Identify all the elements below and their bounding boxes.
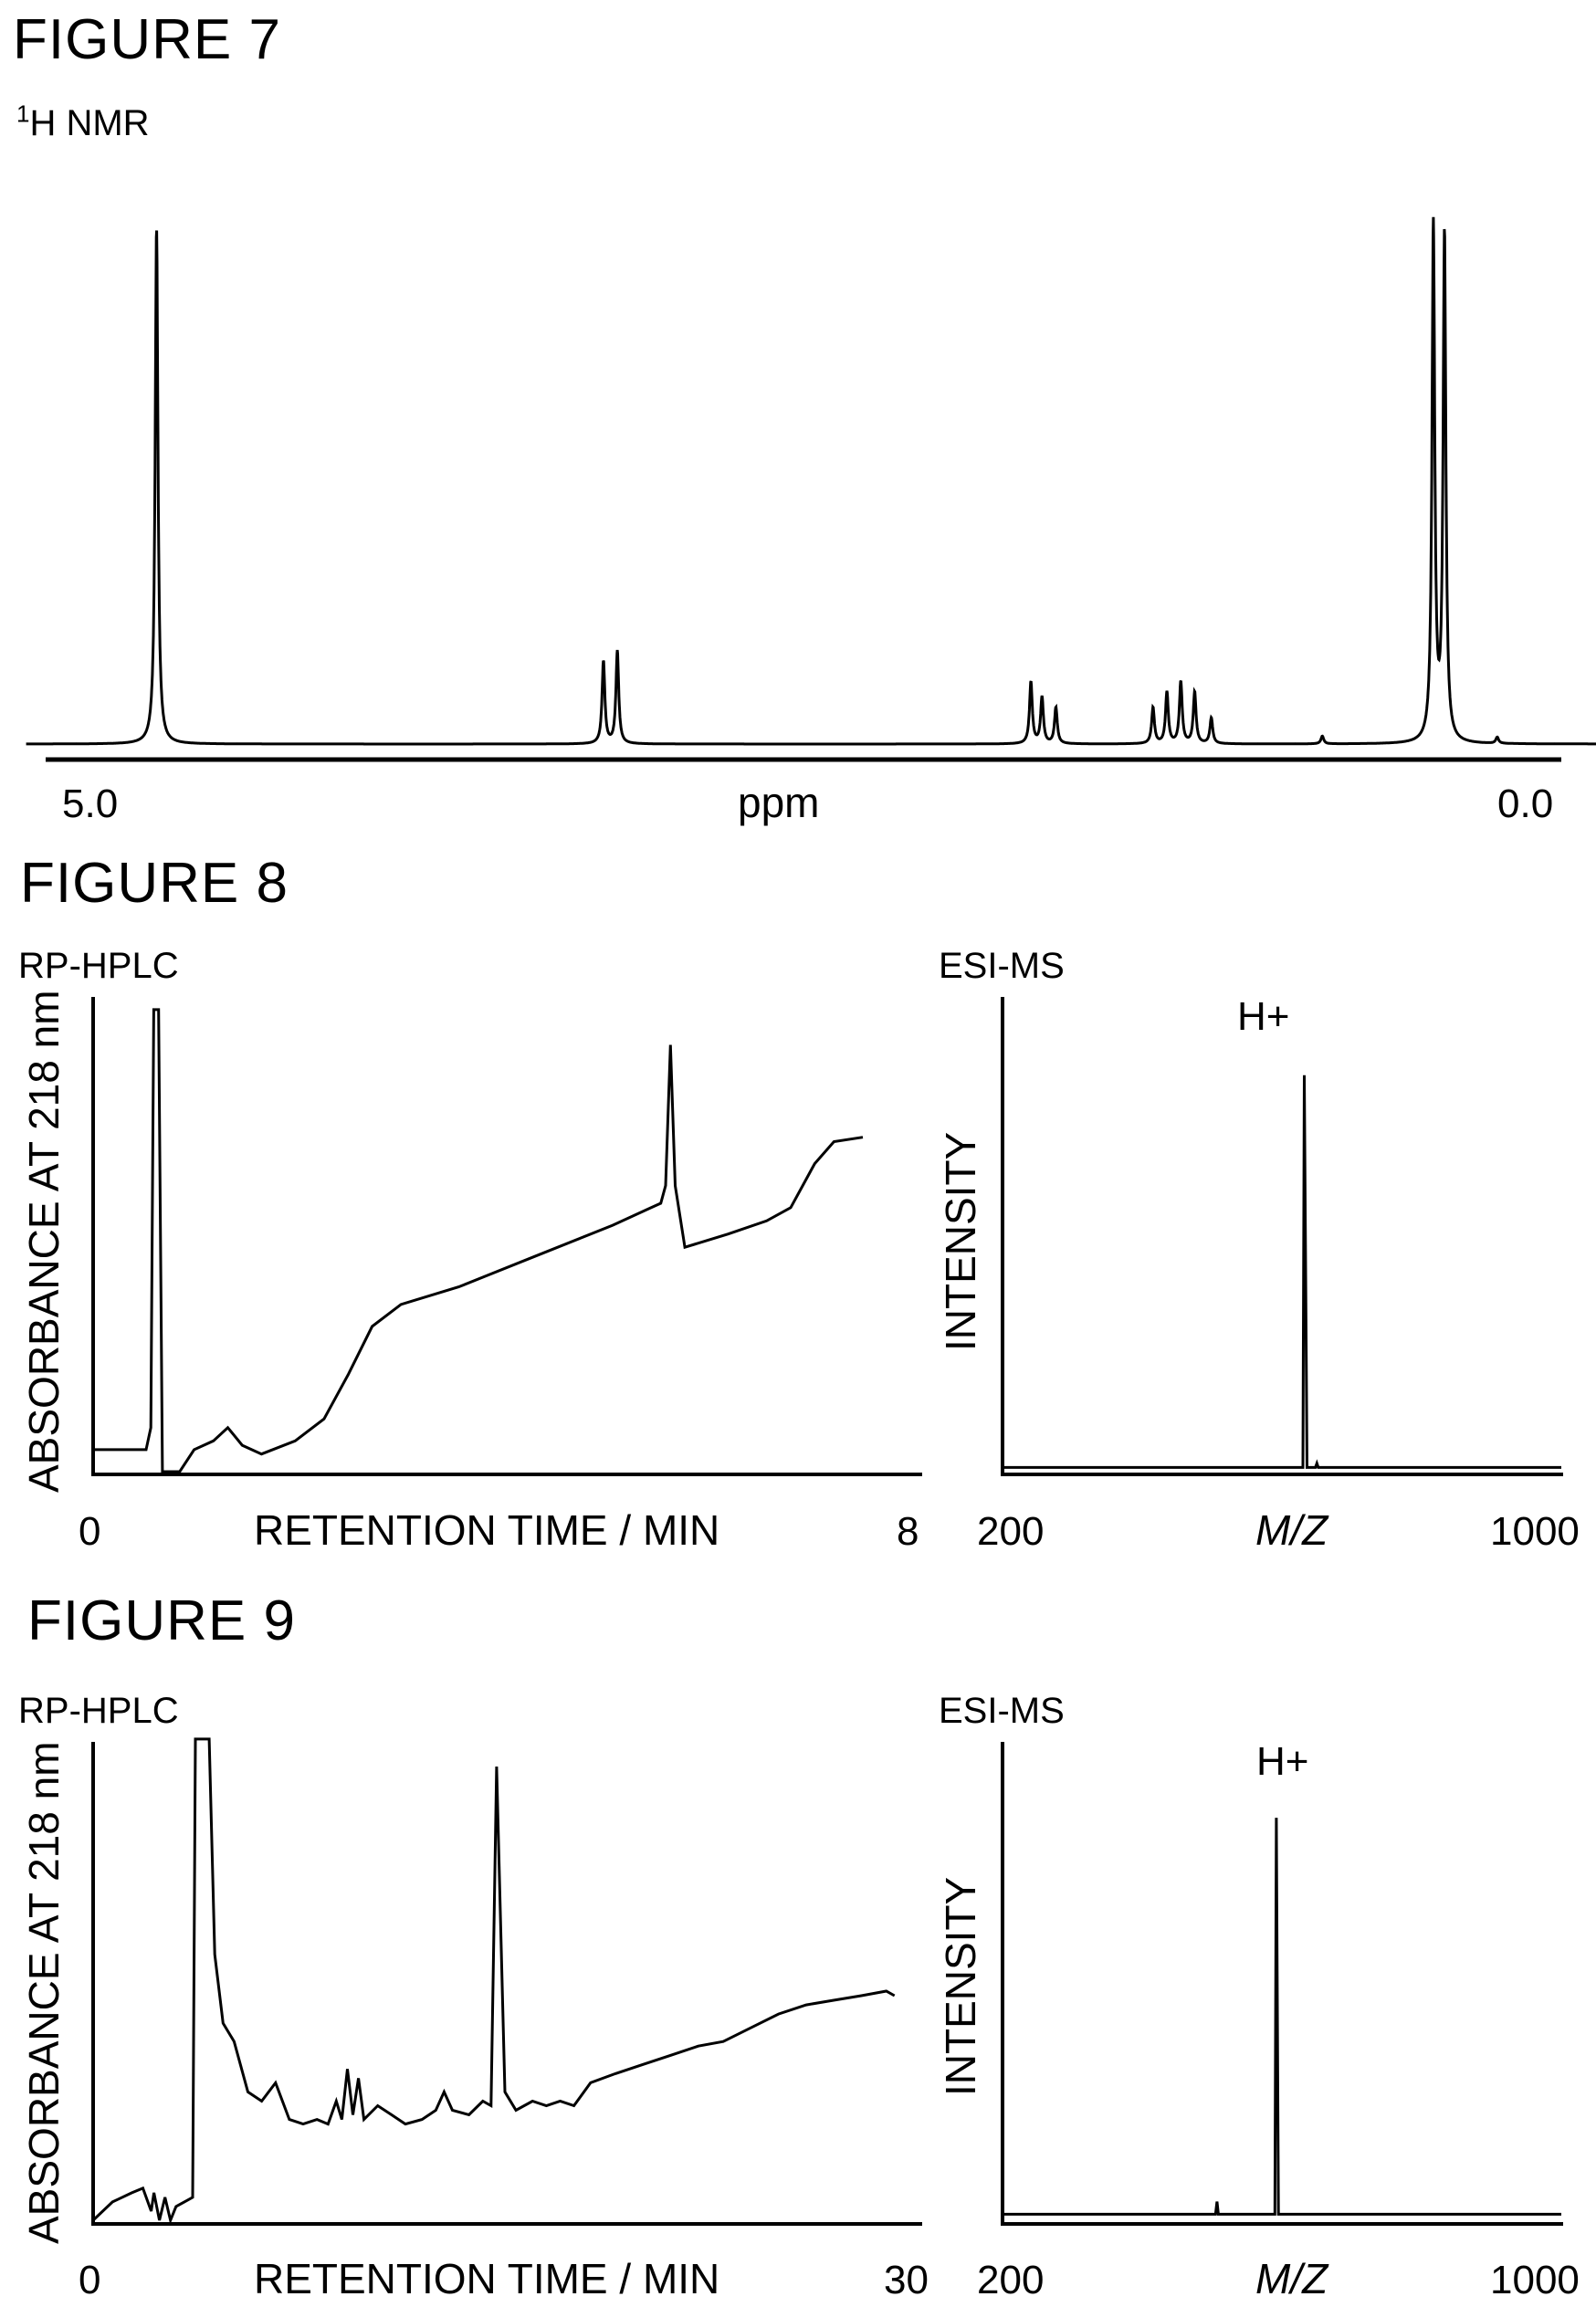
esi8-y-label: INTENSITY	[937, 1132, 984, 1351]
hplc9-title: RP-HPLC	[18, 1691, 179, 1731]
nmr-spectrum-line	[26, 216, 1596, 746]
esi9-h-plus-annotation: H+	[1256, 1739, 1308, 1784]
nmr-title-superscript: 1	[16, 100, 30, 128]
nmr-x-tick-left: 5.0	[62, 781, 118, 826]
figure-9-title: FIGURE 9	[27, 1589, 296, 1652]
hplc8-x-label: RETENTION TIME / MIN	[254, 1506, 719, 1554]
figure-7-title: FIGURE 7	[13, 8, 281, 71]
hplc9-chromatogram-line	[91, 1737, 896, 2225]
esi8-x-label: M/Z	[1255, 1506, 1329, 1554]
esi9-x-tick-left: 200	[977, 2258, 1044, 2302]
hplc9-y-label: ABSORBANCE AT 218 nm	[20, 1741, 68, 2244]
hplc8-title: RP-HPLC	[18, 946, 179, 986]
hplc8-chromatogram-line	[93, 1008, 864, 1473]
esi8-title: ESI-MS	[939, 946, 1065, 986]
hplc8-x-tick-left: 0	[79, 1509, 100, 1554]
esi9-y-label: INTENSITY	[937, 1877, 984, 2096]
hplc8-y-label: ABSORBANCE AT 218 nm	[20, 990, 68, 1493]
hplc9-x-tick-left: 0	[79, 2258, 100, 2302]
hplc8-x-tick-right: 8	[897, 1509, 919, 1554]
esi9-spectrum-line	[1003, 1818, 1561, 2216]
esi9-x-tick-right: 1000	[1490, 2258, 1580, 2302]
esi9-plot: INTENSITY H+ 200 M/Z 1000	[937, 1739, 1580, 2302]
nmr-x-label: ppm	[738, 779, 819, 826]
esi8-plot: INTENSITY H+ 200 M/Z 1000	[937, 994, 1580, 1554]
hplc8-plot: ABSORBANCE AT 218 nm 0 RETENTION TIME / …	[20, 990, 922, 1554]
esi8-h-plus-annotation: H+	[1237, 994, 1289, 1039]
esi9-x-label: M/Z	[1255, 2255, 1329, 2302]
esi8-x-tick-left: 200	[977, 1509, 1044, 1554]
nmr-x-tick-right: 0.0	[1497, 781, 1553, 826]
esi8-x-tick-right: 1000	[1490, 1509, 1580, 1554]
esi9-title: ESI-MS	[939, 1691, 1065, 1731]
nmr-title: 1H NMR	[16, 100, 150, 144]
nmr-plot: 5.0 ppm 0.0	[26, 216, 1596, 826]
hplc9-plot: ABSORBANCE AT 218 nm 0 RETENTION TIME / …	[20, 1737, 929, 2302]
hplc9-x-label: RETENTION TIME / MIN	[254, 2255, 719, 2302]
nmr-title-text: 1H NMR	[16, 100, 150, 144]
figure-8-title: FIGURE 8	[20, 852, 289, 915]
hplc9-x-tick-right: 30	[884, 2258, 929, 2302]
esi8-spectrum-line	[1003, 1075, 1561, 1469]
